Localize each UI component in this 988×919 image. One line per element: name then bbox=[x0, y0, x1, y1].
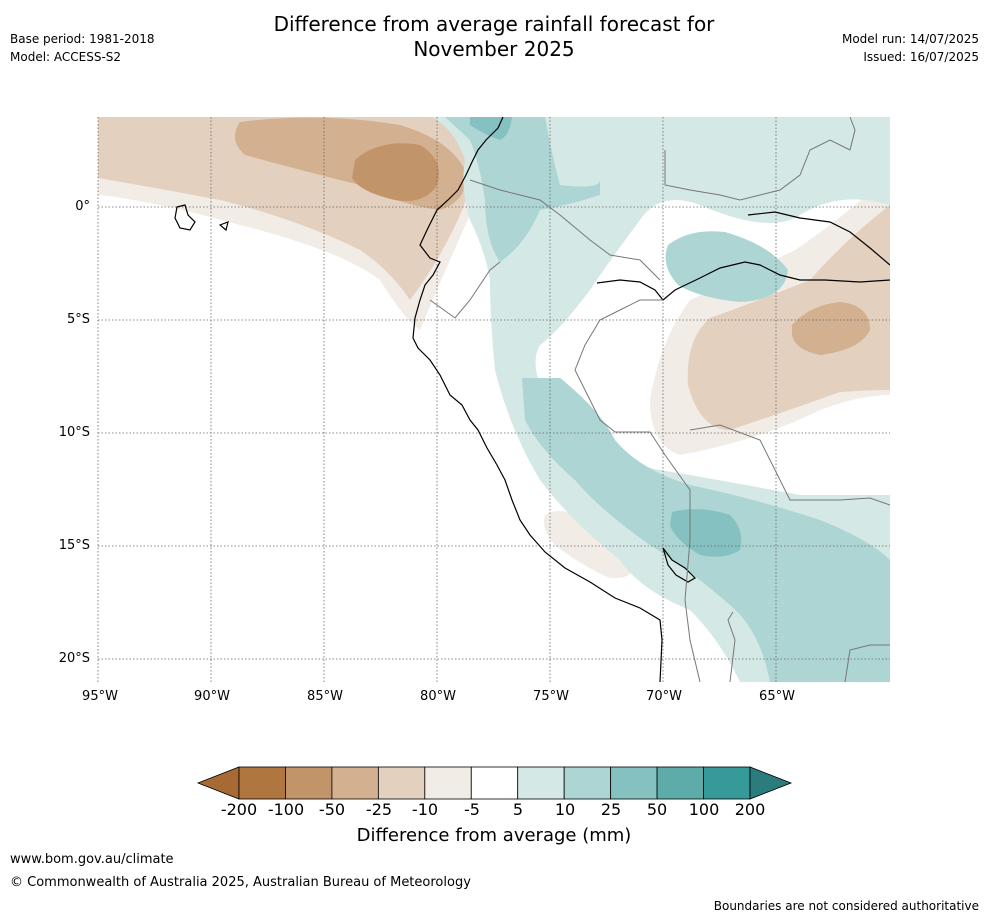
legend-tick-minus-50: -50 bbox=[318, 800, 346, 819]
legend-tick-200: 200 bbox=[734, 800, 766, 819]
footer-url[interactable]: www.bom.gov.au/climate bbox=[10, 852, 174, 867]
lon-label-65w: 65°W bbox=[759, 689, 795, 704]
legend-tick-100: 100 bbox=[688, 800, 720, 819]
lat-label-0: 0° bbox=[75, 199, 90, 214]
legend-swatch-below-min bbox=[196, 766, 240, 800]
lon-label-75w: 75°W bbox=[533, 689, 569, 704]
lon-label-80w: 80°W bbox=[420, 689, 456, 704]
legend-tick-minus-200: -200 bbox=[220, 800, 258, 819]
lat-label-5s: 5°S bbox=[66, 312, 90, 327]
model-run-text: Model run: 14/07/2025 bbox=[841, 32, 979, 46]
meta-left: Base period: 1981-2018 Model: ACCESS-S2 bbox=[10, 30, 155, 66]
chart-title: Difference from average rainfall forecas… bbox=[0, 12, 988, 62]
legend-tick-5: 5 bbox=[512, 800, 524, 819]
dry-anomaly-east-core bbox=[792, 302, 870, 355]
model-text: Model: ACCESS-S2 bbox=[10, 50, 122, 64]
legend-swatch bbox=[331, 766, 379, 800]
legend-swatch bbox=[470, 766, 519, 800]
lat-label-15s: 15°S bbox=[58, 538, 90, 553]
issued-text: Issued: 16/07/2025 bbox=[863, 50, 979, 64]
country-boundaries bbox=[429, 117, 890, 682]
lat-label-10s: 10°S bbox=[58, 425, 90, 440]
lon-label-90w: 90°W bbox=[194, 689, 230, 704]
wet-anomaly-south-core bbox=[670, 509, 742, 557]
legend-swatch bbox=[238, 766, 286, 800]
legend-swatch bbox=[517, 766, 565, 800]
wet-anomaly-north bbox=[445, 117, 600, 262]
legend-tick-minus-5: -5 bbox=[464, 800, 480, 819]
base-period-text: Base period: 1981-2018 bbox=[10, 32, 155, 46]
wet-anomaly-north-core bbox=[470, 117, 512, 140]
map-area bbox=[98, 117, 890, 682]
legend-swatch bbox=[377, 766, 426, 800]
legend-swatch bbox=[424, 766, 472, 800]
legend-tick-minus-100: -100 bbox=[267, 800, 305, 819]
title-line-2: November 2025 bbox=[413, 37, 575, 61]
footer-disclaimer: Boundaries are not considered authoritat… bbox=[713, 899, 979, 913]
legend-tick-10: 10 bbox=[554, 800, 576, 819]
legend-swatch bbox=[285, 766, 333, 800]
legend-tick-50: 50 bbox=[646, 800, 668, 819]
gridlines bbox=[97, 117, 890, 682]
title-line-1: Difference from average rainfall forecas… bbox=[273, 12, 715, 36]
legend-swatch bbox=[610, 766, 658, 800]
legend-tick-25: 25 bbox=[600, 800, 622, 819]
dry-anomaly-south-patch bbox=[543, 511, 637, 579]
coastline bbox=[174, 117, 890, 682]
lon-label-70w: 70°W bbox=[646, 689, 682, 704]
dry-anomaly-core bbox=[352, 143, 439, 201]
meta-right: Model run: 14/07/2025 Issued: 16/07/2025 bbox=[842, 30, 979, 66]
legend-swatch-above-max bbox=[749, 766, 793, 800]
legend-swatch bbox=[703, 766, 751, 800]
lat-label-20s: 20°S bbox=[58, 651, 90, 666]
legend-swatch bbox=[656, 766, 704, 800]
dry-anomaly-east-level-2 bbox=[687, 205, 890, 430]
lon-label-95w: 95°W bbox=[82, 689, 118, 704]
legend-title: Difference from average (mm) bbox=[356, 825, 632, 846]
footer-copyright: © Commonwealth of Australia 2025, Austra… bbox=[10, 875, 471, 890]
lon-label-85w: 85°W bbox=[307, 689, 343, 704]
legend-swatch bbox=[563, 766, 612, 800]
legend-tick-minus-25: -25 bbox=[365, 800, 393, 819]
legend-tick-minus-10: -10 bbox=[411, 800, 439, 819]
